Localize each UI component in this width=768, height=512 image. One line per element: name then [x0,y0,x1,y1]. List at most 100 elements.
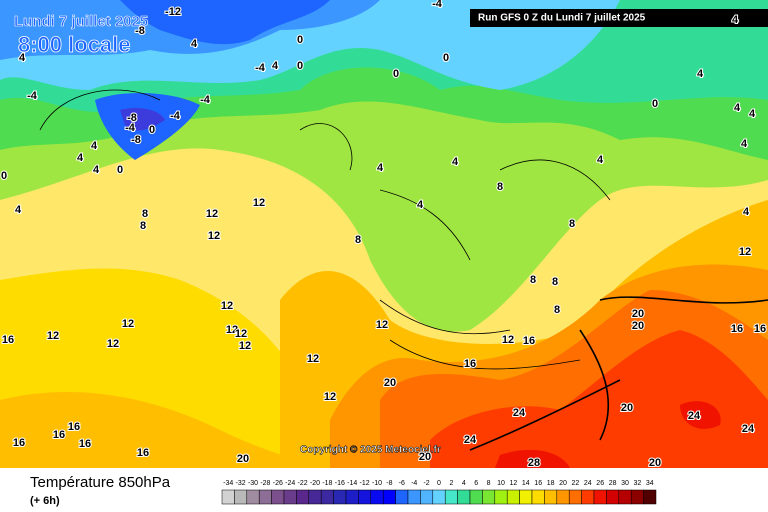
legend-swatch [246,489,260,505]
contour-label: 4 [93,164,100,176]
run-info: Run GFS 0 Z du Lundi 7 juillet 2025 [478,13,646,24]
contour-label: 16 [2,334,14,346]
legend-swatch [457,489,471,505]
legend-label: 10 [497,480,505,487]
legend-swatch [320,489,334,505]
legend-swatch [308,489,322,505]
contour-label: 24 [742,423,755,435]
legend-swatch [494,489,508,505]
contour-label: 0 [393,68,399,80]
contour-label: 24 [513,407,526,419]
contour-label: 12 [307,353,319,365]
contour-label: 4 [191,38,198,50]
date: Lundi 7 juillet 2025 [14,13,148,30]
contour-label: 12 [122,318,134,330]
contour-label: 0 [1,170,7,182]
legend-label: 26 [596,480,604,487]
contour-label: 12 [221,300,233,312]
contour-label: 20 [419,451,431,463]
contour-label: -4 [255,62,266,74]
legend-swatch [568,489,582,505]
legend-label: -12 [360,480,370,487]
legend-swatch [469,489,483,505]
legend-swatch [482,489,496,505]
contour-label: 4 [734,102,741,114]
contour-label: 4 [732,14,739,26]
legend-label: -4 [411,480,417,487]
contour-label: 4 [272,60,279,72]
contour-label: 4 [19,52,26,64]
legend-swatch [593,489,607,505]
time: 8:00 locale [18,32,131,57]
legend-label: 14 [522,480,530,487]
map-background [0,0,768,468]
legend-swatch [271,489,285,505]
contour-label: 12 [239,340,251,352]
legend-label: 8 [487,480,491,487]
legend-label: 0 [437,480,441,487]
contour-label: 0 [443,52,449,64]
contour-label: 16 [754,323,766,335]
legend-swatch [643,489,657,505]
contour-label: 0 [149,124,155,136]
legend-swatch [358,489,372,505]
contour-label: 4 [15,204,22,216]
legend-label: 4 [462,480,466,487]
contour-label: -4 [125,122,136,134]
legend-label: -20 [310,480,320,487]
contour-label: 20 [384,377,396,389]
contour-label: 8 [355,234,361,246]
contour-label: 4 [452,156,459,168]
contour-label: 12 [502,334,514,346]
legend-swatch [333,489,347,505]
legend-label: -30 [248,480,258,487]
contour-label: 4 [697,68,704,80]
contour-label: 12 [376,319,388,331]
contour-label: 0 [117,164,123,176]
legend-swatch [432,489,446,505]
legend-label: -14 [347,480,357,487]
contour-label: 24 [688,410,701,422]
contour-label: 8 [530,274,536,286]
run-banner [470,9,768,27]
contour-label: 16 [79,438,91,450]
legend-label: 12 [510,480,518,487]
contour-label: 12 [206,208,218,220]
footer-title: Température 850hPa [30,474,171,491]
contour-label: -8 [127,112,137,124]
contour-label: 8 [554,304,560,316]
legend-label: 6 [474,480,478,487]
legend-swatch [519,489,533,505]
legend-swatch [581,489,595,505]
legend-swatch [221,489,235,505]
contour-label: -4 [200,94,211,106]
legend-swatch [283,489,297,505]
lead-time: (+ 6h) [30,495,60,507]
legend-swatch [506,489,520,505]
contour-label: 20 [621,402,633,414]
contour-label: 12 [235,328,247,340]
legend-label: -2 [423,480,429,487]
color-legend: -34 -32 -30 -28 -26 -24 -22 -20 -18 -16 -14 -12 -10-… [221,480,657,505]
contour-label: 12 [324,391,336,403]
contour-label: 8 [497,181,503,193]
legend-swatch [382,489,396,505]
legend-label: 22 [572,480,580,487]
legend-label: -26 [273,480,283,487]
copyright: Copyright © 2025 Meteociel.fr [300,445,441,456]
contour-label: 0 [297,60,303,72]
legend-label: -34 [223,480,233,487]
legend-label: -24 [285,480,295,487]
legend-label: 2 [449,480,453,487]
legend-label: -10 [372,480,382,487]
legend-label: 34 [646,480,654,487]
contour-label: 4 [377,162,384,174]
contour-label: 12 [226,324,238,336]
contour-label: 8 [552,276,558,288]
contour-label: 8 [140,220,146,232]
legend-label: 24 [584,480,592,487]
legend-swatch [420,489,434,505]
legend-label: -8 [386,480,392,487]
